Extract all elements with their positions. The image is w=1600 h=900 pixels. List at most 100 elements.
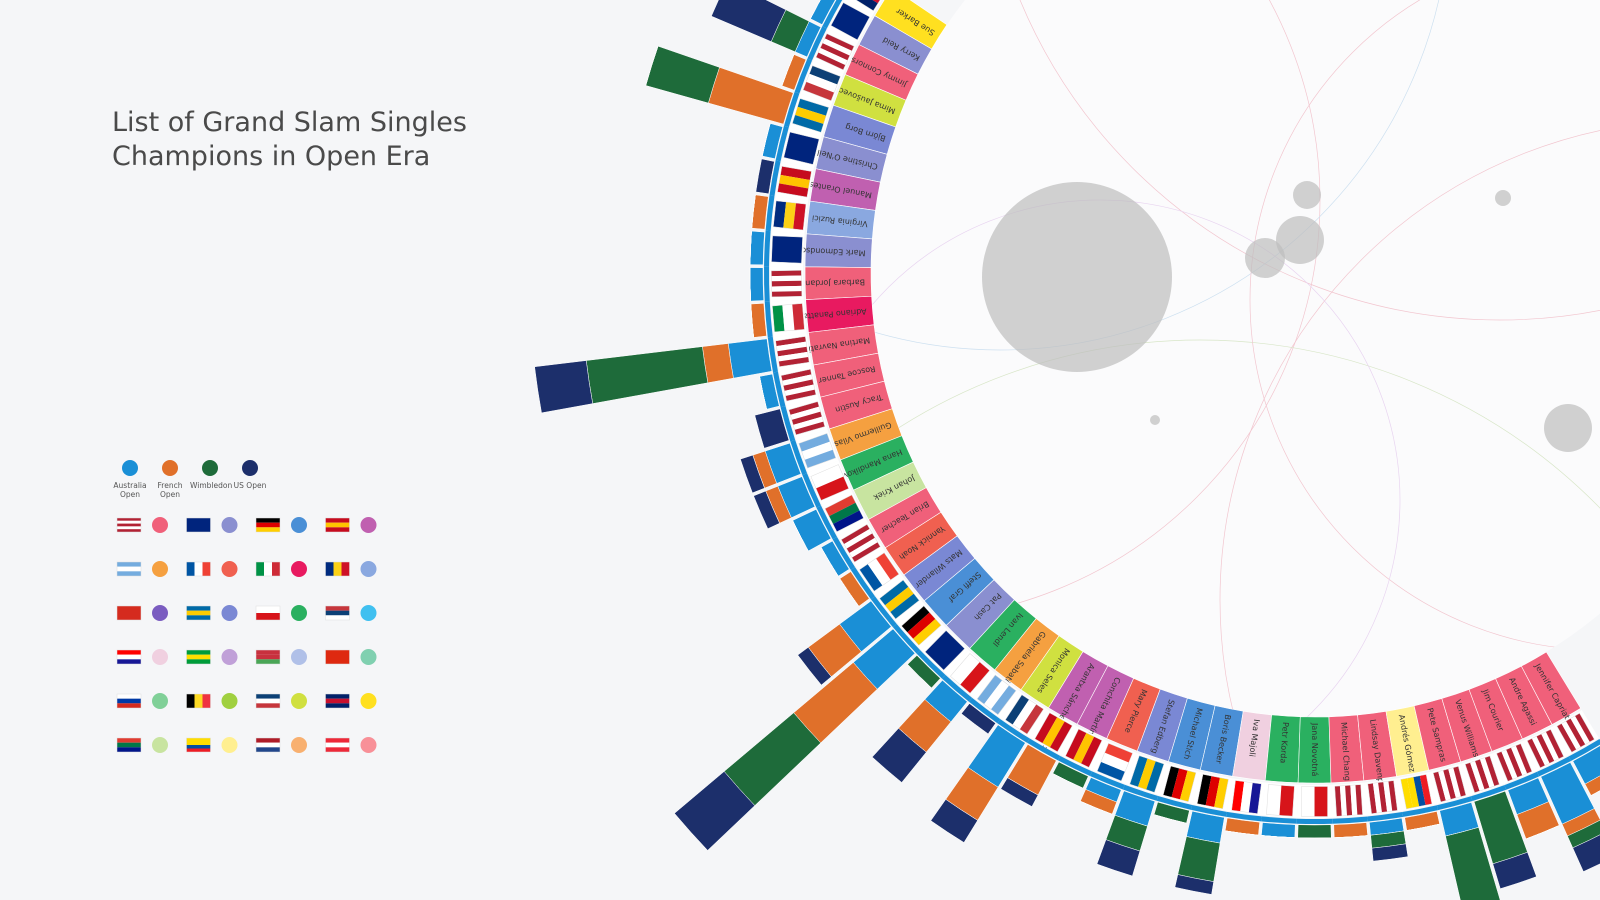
ring-band — [942, 674, 973, 702]
legend-flag — [255, 561, 281, 577]
flag-stripe — [1104, 743, 1133, 763]
flag — [810, 464, 850, 501]
flag-stripe — [186, 738, 211, 742]
flag-border — [186, 517, 211, 533]
flag-stripe — [822, 38, 852, 56]
legend-country-dot — [291, 561, 307, 577]
legend-label: Australia Open — [113, 481, 147, 499]
flag-stripe — [117, 738, 141, 743]
flag-stripe — [1019, 704, 1044, 735]
flag-stripe — [1081, 736, 1102, 768]
flag-stripe — [849, 537, 878, 558]
flag-stripe — [194, 562, 203, 576]
legend-country-dot — [360, 737, 377, 753]
ring-band — [1122, 784, 1159, 801]
player-name: Mark Edmondson — [796, 245, 866, 257]
flag-border — [255, 561, 281, 577]
flag-border — [773, 200, 807, 231]
ring-band — [764, 266, 770, 302]
legend-flag — [255, 737, 281, 753]
flag-stripe — [1438, 770, 1451, 801]
flag-stripe — [1367, 783, 1377, 814]
flag-stripe — [256, 659, 280, 664]
legend-flag — [325, 517, 350, 533]
flag-border — [788, 401, 826, 436]
bar-segment — [781, 54, 795, 86]
flag-stripe — [325, 606, 350, 611]
ring-band — [784, 91, 800, 128]
legend-country-dot — [291, 693, 307, 709]
bar-segment — [751, 194, 769, 230]
flag-stripe — [1556, 723, 1577, 753]
bar-segment — [1096, 839, 1141, 877]
flag-stripe — [325, 694, 350, 699]
flag-stripe — [1515, 743, 1532, 774]
flag-border — [116, 605, 142, 621]
ring-band — [1058, 755, 1093, 776]
flag-border — [1065, 728, 1103, 768]
ring-band — [1537, 756, 1572, 777]
flag-stripe — [1388, 780, 1398, 812]
flag-stripe — [784, 384, 815, 396]
bar-segment — [1371, 843, 1409, 862]
flag-stripe — [1339, 785, 1348, 816]
bar-segment — [753, 490, 780, 530]
flag-stripe — [843, 528, 873, 549]
legend-dot — [122, 460, 138, 476]
player-name: Michael Chang — [1339, 722, 1352, 781]
legend-flag — [116, 561, 142, 577]
flag-border — [186, 693, 211, 709]
flag-border — [840, 524, 881, 563]
flag-stripe — [950, 653, 980, 685]
legend-country-dot — [221, 561, 238, 577]
flag-stripe — [771, 285, 802, 292]
flag-stripe — [256, 606, 280, 613]
bar-segment — [820, 547, 839, 577]
flag — [1400, 774, 1433, 810]
bar-segment — [1000, 777, 1039, 807]
bar-segment — [1225, 830, 1259, 836]
flag-stripe — [186, 610, 211, 616]
flag-stripe — [117, 650, 141, 655]
ring-band — [1367, 811, 1404, 822]
bar-segment — [797, 646, 832, 686]
flag-stripe — [875, 552, 899, 580]
flag — [1432, 765, 1467, 803]
flag-border — [771, 270, 803, 298]
flag-stripe — [806, 73, 838, 93]
bar-segment — [1153, 814, 1187, 824]
flag-stripe — [1378, 781, 1388, 813]
flag-stripe — [186, 650, 211, 655]
ring-band — [1568, 739, 1600, 761]
ring-band — [773, 371, 786, 408]
flag-stripe — [1240, 781, 1253, 813]
bar-segment — [708, 67, 794, 125]
bar-segment — [1590, 790, 1600, 796]
flag-stripe — [810, 464, 844, 489]
flag-stripe — [772, 305, 785, 332]
flag-stripe — [117, 526, 141, 530]
flag-border — [255, 517, 281, 533]
flag — [798, 433, 837, 469]
flag-border — [1231, 780, 1262, 814]
flag-stripe — [1205, 775, 1220, 808]
flag — [788, 401, 826, 436]
bar-segment — [1297, 824, 1332, 839]
flag-border — [186, 605, 211, 621]
flag-stripe — [256, 698, 280, 704]
bar-segment — [585, 346, 709, 404]
flag-border — [255, 737, 281, 753]
bar-segment — [1492, 851, 1537, 890]
flag — [777, 165, 812, 198]
flag-stripe — [1179, 770, 1196, 802]
bar-segment — [740, 454, 765, 494]
ring-band — [1504, 771, 1540, 790]
flag-stripe — [1561, 720, 1581, 750]
flag — [1556, 712, 1595, 753]
flag-stripe — [325, 562, 334, 576]
flag-border — [1096, 743, 1133, 782]
flag-stripe — [781, 369, 812, 381]
ring-band — [790, 439, 807, 475]
flag-stripe — [771, 280, 802, 287]
flag — [802, 65, 841, 102]
